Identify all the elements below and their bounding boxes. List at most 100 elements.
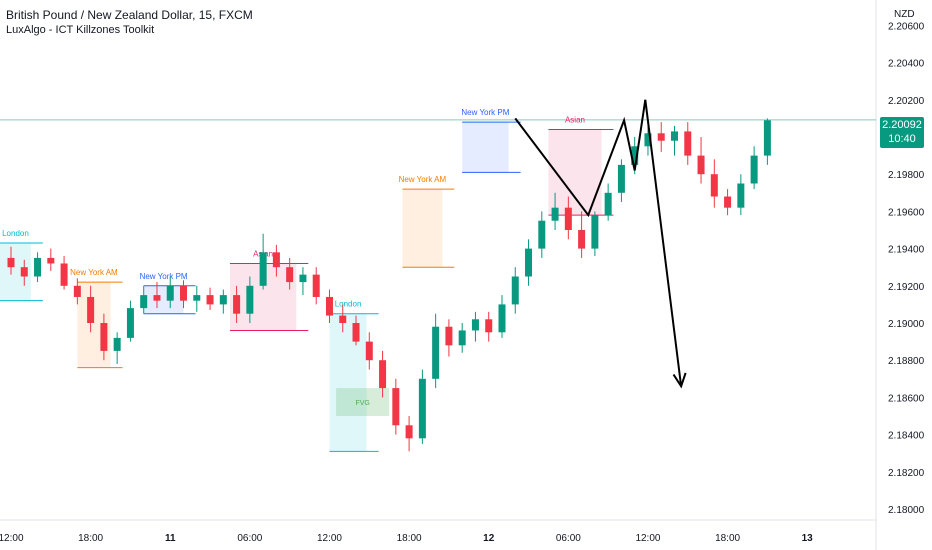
candle <box>471 311 479 342</box>
x-tick-label: 13 <box>802 533 814 544</box>
candle-body <box>180 285 188 301</box>
candle-body <box>631 146 639 165</box>
session-box <box>329 313 367 452</box>
candle <box>564 196 572 240</box>
candle-body <box>73 285 81 297</box>
candle-body <box>325 296 333 316</box>
candle-body <box>684 131 692 156</box>
candle-body <box>671 131 678 141</box>
projection-arrow-head <box>672 372 687 389</box>
session-box <box>143 285 184 314</box>
candle <box>418 369 426 444</box>
x-tick-label: 18:00 <box>78 533 103 544</box>
candle <box>286 257 294 290</box>
y-tick-label: 2.18600 <box>888 393 925 404</box>
y-tick-label: 2.19200 <box>888 282 925 293</box>
session-label: London <box>335 300 362 309</box>
x-tick-label: 06:00 <box>237 533 262 544</box>
candle-body <box>113 337 121 351</box>
candle-body <box>710 174 718 197</box>
candle <box>684 122 692 165</box>
session-box <box>402 189 443 268</box>
candle-body <box>657 133 665 141</box>
candle <box>710 159 718 208</box>
candle-body <box>604 192 612 216</box>
candle-body <box>405 425 413 439</box>
candle <box>339 304 347 333</box>
y-tick-label: 2.18800 <box>888 356 925 367</box>
candle <box>272 244 280 277</box>
indicator-legend[interactable]: LuxAlgo - ICT Killzones Toolkit <box>6 24 155 36</box>
last-price-value: 2.20092 <box>882 119 922 131</box>
chart-title: British Pound / New Zealand Dollar, 15, … <box>6 8 253 22</box>
x-tick-label: 18:00 <box>715 533 740 544</box>
session-label: New York AM <box>399 175 447 184</box>
candle <box>193 285 201 312</box>
candle-body <box>286 267 294 283</box>
fvg-label: FVG <box>355 400 369 407</box>
y-tick-label: 2.19600 <box>888 207 925 218</box>
candle-body <box>20 267 28 277</box>
candle <box>617 159 625 203</box>
candle <box>379 350 387 398</box>
candle <box>7 246 15 275</box>
candle <box>325 289 333 323</box>
candle-body <box>193 295 201 301</box>
candle-body <box>312 274 320 297</box>
y-tick-label: 2.20400 <box>888 59 925 70</box>
session-label: New York PM <box>461 108 509 117</box>
candle <box>206 287 214 310</box>
candle-body <box>140 295 148 309</box>
candle <box>538 211 546 258</box>
candle-body <box>498 304 506 333</box>
candle-body <box>339 315 347 323</box>
projection-arrow-line <box>644 99 683 387</box>
session-label: New York AM <box>70 268 118 277</box>
candle <box>551 192 559 230</box>
candle <box>498 295 506 338</box>
x-tick-label: 06:00 <box>556 533 581 544</box>
candle-body <box>724 196 732 208</box>
candle-body <box>432 326 440 379</box>
candle-body <box>352 323 360 342</box>
x-tick-label: 18:00 <box>397 533 422 544</box>
x-tick-label: 11 <box>165 533 176 544</box>
candle <box>657 122 665 152</box>
y-tick-label: 2.20200 <box>888 96 925 107</box>
candle <box>180 280 188 309</box>
candle <box>365 332 373 370</box>
candle-body <box>564 207 572 230</box>
candle-body <box>100 323 108 351</box>
x-tick-label: 12:00 <box>317 533 342 544</box>
candle <box>87 285 95 333</box>
candle-body <box>392 388 400 426</box>
candle-body <box>219 295 227 305</box>
candle-body <box>233 295 241 314</box>
candle <box>246 276 254 323</box>
candle <box>34 252 42 283</box>
candle-body <box>246 285 254 314</box>
candle-body <box>551 207 559 221</box>
candle <box>126 300 134 342</box>
candle <box>100 313 108 361</box>
candle <box>697 137 705 184</box>
candle <box>458 323 466 353</box>
fvg-box <box>336 388 390 416</box>
candle <box>511 267 519 314</box>
candle <box>485 311 493 342</box>
candle <box>20 259 28 286</box>
candle-body <box>737 183 745 208</box>
candle-body <box>153 295 161 301</box>
zigzag-drawing <box>514 99 647 218</box>
y-tick-label: 2.18400 <box>888 431 925 442</box>
candle-body <box>272 252 280 268</box>
candle-body <box>379 360 387 389</box>
candle-body <box>259 252 267 286</box>
x-tick-label: 12 <box>483 533 495 544</box>
candle-body <box>578 230 586 249</box>
candle <box>166 276 174 309</box>
candle-body <box>471 319 479 331</box>
last-price-tag: 2.20092 10:40 <box>880 117 924 148</box>
y-tick-label: 2.19000 <box>888 319 925 330</box>
